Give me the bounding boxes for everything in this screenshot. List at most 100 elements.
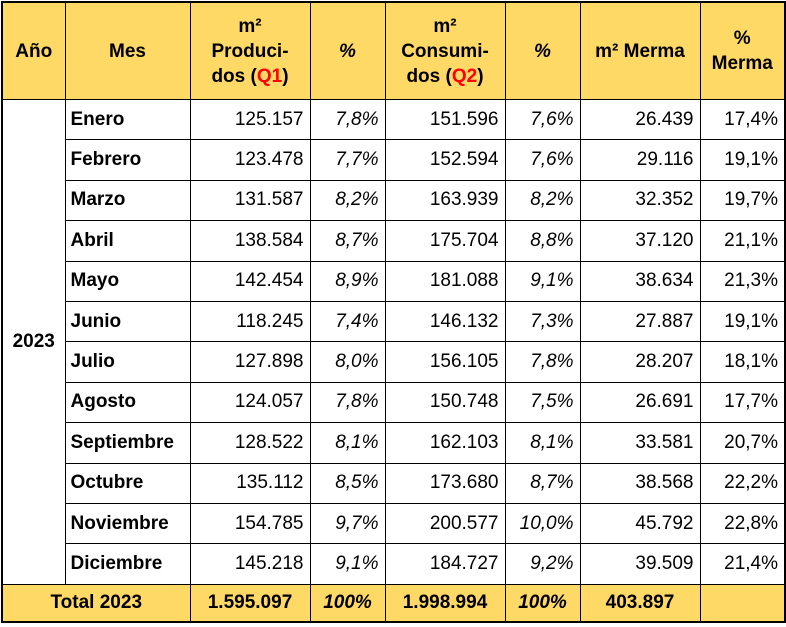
- month-cell: Septiembre: [64, 422, 191, 464]
- header-text: Consumi-: [401, 40, 489, 62]
- month-cell: Enero: [64, 98, 191, 141]
- waste-pct-cell: 22,2%: [699, 462, 786, 504]
- waste-pct-cell: 19,7%: [699, 179, 786, 222]
- produced-cell: 138.584: [189, 220, 311, 262]
- consumed-pct-cell: 8,8%: [504, 220, 581, 262]
- produced-pct-cell: 9,1%: [309, 543, 386, 585]
- table-header: Año Mes m² Produci- dos (Q1) % m² Consum…: [1, 1, 786, 100]
- consumed-pct-cell: 7,8%: [504, 341, 581, 383]
- consumed-cell: 200.577: [384, 502, 506, 545]
- month-cell: Marzo: [64, 179, 191, 222]
- consumed-cell: 173.680: [384, 462, 506, 504]
- produced-cell: 142.454: [189, 260, 311, 302]
- produced-cell: 145.218: [189, 543, 311, 585]
- total-cell: 100%: [504, 583, 581, 623]
- waste-cell: 38.568: [579, 462, 701, 504]
- consumed-pct-cell: 7,6%: [504, 98, 581, 141]
- produced-cell: 124.057: [189, 381, 311, 424]
- data-row: Noviembre 154.785 9,7% 200.577 10,0% 45.792 22…: [2, 502, 786, 545]
- produced-cell: 135.112: [189, 462, 311, 504]
- header-text: Produci-: [211, 40, 289, 62]
- waste-pct-cell: 19,1%: [699, 139, 786, 181]
- consumed-pct-cell: 7,3%: [504, 300, 581, 343]
- consumed-cell: 163.939: [384, 179, 506, 222]
- month-cell: Julio: [64, 341, 191, 383]
- header-text: dos (: [211, 65, 257, 87]
- consumed-cell: 151.596: [384, 98, 506, 141]
- month-cell: Diciembre: [64, 543, 191, 585]
- header-text: ): [477, 65, 484, 87]
- waste-pct-cell: 18,1%: [699, 341, 786, 383]
- header-text: dos (: [406, 65, 452, 87]
- consumed-pct-cell: 7,5%: [504, 381, 581, 424]
- produced-cell: 131.587: [189, 179, 311, 222]
- header-text: ): [282, 65, 289, 87]
- consumed-pct-cell: 8,2%: [504, 179, 581, 222]
- consumed-pct-cell: 10,0%: [504, 502, 581, 545]
- data-row: Febrero 123.478 7,7% 152.594 7,6% 29.116 19,1%: [2, 139, 786, 181]
- produced-pct-cell: 8,1%: [309, 422, 386, 464]
- header-text: %: [733, 28, 751, 49]
- waste-cell: 39.509: [579, 543, 701, 585]
- produced-pct-cell: 7,7%: [309, 139, 386, 181]
- total-cell: 1.595.097: [189, 583, 311, 623]
- waste-cell: 45.792: [579, 502, 701, 545]
- header-text: m²: [238, 15, 262, 37]
- month-cell: Noviembre: [64, 502, 191, 545]
- consumed-cell: 181.088: [384, 260, 506, 302]
- total-row: Total 2023 1.595.097 100% 1.998.994 100% 403.…: [1, 583, 786, 623]
- header-cell: Año: [1, 1, 66, 100]
- month-cell: Agosto: [64, 381, 191, 424]
- waste-cell: 27.887: [579, 300, 701, 343]
- produced-cell: 128.522: [189, 422, 311, 464]
- header-cell: % Merma: [699, 1, 786, 100]
- header-cell: m² Consumi- dos (Q2): [384, 1, 506, 100]
- data-row: Julio 127.898 8,0% 156.105 7,8% 28.207 18,1%: [2, 341, 786, 383]
- header-ref: Q2: [451, 65, 478, 87]
- consumed-cell: 156.105: [384, 341, 506, 383]
- produced-pct-cell: 8,9%: [309, 260, 386, 302]
- total-cell: 1.998.994: [384, 583, 506, 623]
- consumed-pct-cell: 9,1%: [504, 260, 581, 302]
- consumed-cell: 152.594: [384, 139, 506, 181]
- waste-cell: 26.439: [579, 98, 701, 141]
- produced-pct-cell: 8,7%: [309, 220, 386, 262]
- consumed-pct-cell: 8,7%: [504, 462, 581, 504]
- header-cell: Mes: [64, 1, 191, 100]
- data-row: Agosto 124.057 7,8% 150.748 7,5% 26.691 17,7%: [2, 381, 786, 424]
- header-row: Año Mes m² Produci- dos (Q1) % m² Consum…: [1, 1, 786, 100]
- month-cell: Abril: [64, 220, 191, 262]
- waste-pct-cell: 20,7%: [699, 422, 786, 464]
- produced-pct-cell: 7,8%: [309, 381, 386, 424]
- header-text: m²: [433, 15, 457, 37]
- data-row: Septiembre 128.522 8,1% 162.103 8,1% 33.581 20…: [2, 422, 786, 464]
- consumed-cell: 150.748: [384, 381, 506, 424]
- waste-cell: 37.120: [579, 220, 701, 262]
- produced-cell: 123.478: [189, 139, 311, 181]
- month-cell: Mayo: [64, 260, 191, 302]
- table-body: 2023 Enero 125.157 7,8% 151.596 7,6% 26.439 17,…: [1, 98, 786, 585]
- consumed-cell: 162.103: [384, 422, 506, 464]
- produced-pct-cell: 8,0%: [309, 341, 386, 383]
- data-row: Octubre 135.112 8,5% 173.680 8,7% 38.568 22,2%: [2, 462, 786, 504]
- header-text: Merma: [711, 53, 773, 74]
- waste-pct-cell: 22,8%: [699, 502, 786, 545]
- produced-pct-cell: 9,7%: [309, 502, 386, 545]
- waste-pct-cell: 17,4%: [699, 98, 786, 141]
- data-row: Junio 118.245 7,4% 146.132 7,3% 27.887 19,1%: [2, 300, 786, 343]
- produced-cell: 154.785: [189, 502, 311, 545]
- waste-pct-cell: 21,4%: [699, 543, 786, 585]
- consumed-pct-cell: 9,2%: [504, 543, 581, 585]
- total-cell: [699, 583, 786, 623]
- month-cell: Octubre: [64, 462, 191, 504]
- produced-pct-cell: 7,8%: [309, 98, 386, 141]
- waste-pct-cell: 21,3%: [699, 260, 786, 302]
- total-cell: 403.897: [579, 583, 701, 623]
- produced-cell: 125.157: [189, 98, 311, 141]
- header-cell: m² Merma: [579, 1, 701, 100]
- data-row: Marzo 131.587 8,2% 163.939 8,2% 32.352 19,7%: [2, 179, 786, 222]
- produced-pct-cell: 8,5%: [309, 462, 386, 504]
- produced-cell: 127.898: [189, 341, 311, 383]
- data-row: 2023 Enero 125.157 7,8% 151.596 7,6% 26.439 17,…: [1, 98, 786, 585]
- waste-pct-cell: 19,1%: [699, 300, 786, 343]
